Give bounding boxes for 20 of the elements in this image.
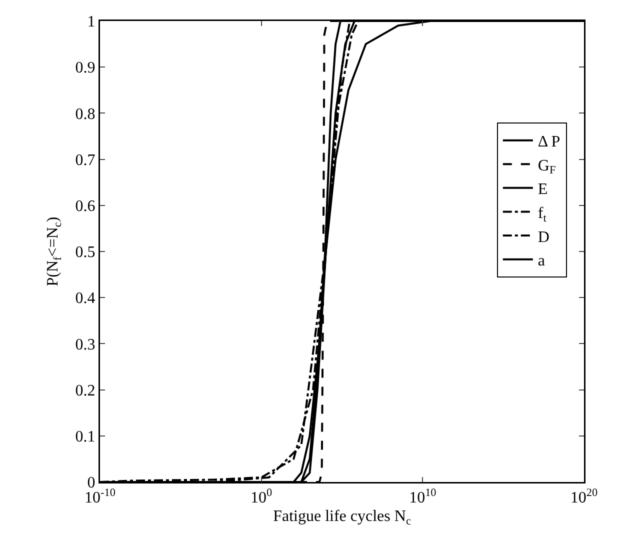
y-tick-label: 0.2 xyxy=(75,382,96,400)
x-axis-title: Fatigue life cycles N$_{c}$ xyxy=(273,508,411,528)
legend-label: D xyxy=(538,228,550,246)
legend-label: Δ P xyxy=(538,134,560,151)
y-tick-label: 0.6 xyxy=(75,198,96,215)
y-tick-label: 0.3 xyxy=(75,336,96,354)
y-tick-label: 0.5 xyxy=(75,244,96,262)
y-tick-label: 1 xyxy=(87,14,96,31)
x-tick-label: 10$^{0}$ xyxy=(250,486,273,507)
y-tick-label: 0.7 xyxy=(75,152,96,169)
y-tick-label: 0.4 xyxy=(75,290,96,308)
legend-label: E xyxy=(538,181,548,198)
y-tick-label: 0.8 xyxy=(75,106,96,123)
x-tick-label: 10$^{10}$ xyxy=(409,486,437,507)
y-tick-label: 0.1 xyxy=(75,428,96,446)
legend-label: a xyxy=(538,252,545,270)
x-tick-label: 10$^{20}$ xyxy=(570,486,598,507)
y-tick-label: 0.9 xyxy=(75,60,96,77)
legend-label: f$_{t}$ xyxy=(538,204,548,224)
legend-label: G$_{F}$ xyxy=(538,157,556,177)
